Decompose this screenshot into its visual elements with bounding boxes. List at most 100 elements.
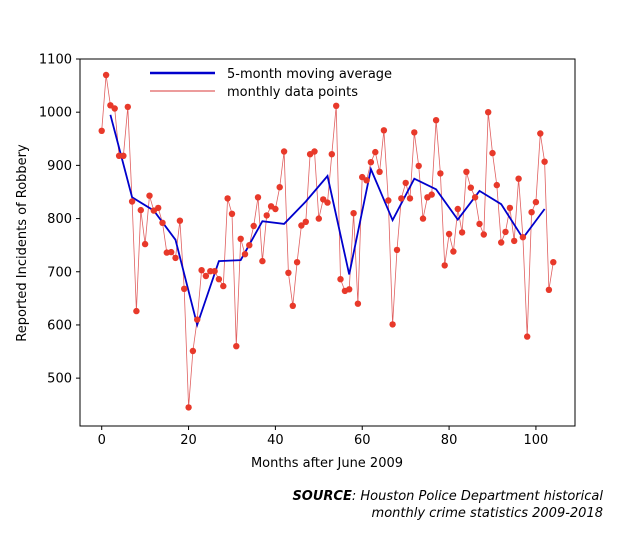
legend: 5-month moving average monthly data poin…: [150, 67, 392, 100]
data-point: [328, 151, 335, 158]
y-tick-label: 600: [47, 318, 72, 333]
x-axis-label: Months after June 2009: [251, 456, 403, 471]
data-point: [415, 162, 422, 170]
data-point: [411, 129, 418, 136]
data-point: [493, 181, 500, 189]
data-point: [346, 286, 353, 293]
data-point: [485, 109, 492, 116]
legend-label-monthly: monthly data points: [227, 85, 358, 100]
data-point: [463, 168, 470, 175]
data-point: [172, 254, 179, 262]
data-point: [276, 184, 283, 191]
data-point: [480, 231, 487, 238]
data-point: [406, 195, 414, 202]
data-point: [389, 321, 396, 328]
y-axis-label: Reported Incidents of Robbery: [15, 144, 30, 342]
data-point: [454, 205, 461, 213]
data-point: [441, 262, 448, 269]
data-point: [380, 127, 388, 134]
data-point: [385, 197, 392, 204]
data-point: [467, 184, 474, 191]
data-point: [506, 204, 514, 212]
data-point: [324, 199, 331, 206]
data-point: [128, 198, 136, 205]
legend-label-moving-average: 5-month moving average: [227, 67, 392, 82]
source-label: SOURCE: [292, 489, 352, 504]
data-point: [168, 248, 175, 256]
x-tick-label: 80: [441, 433, 458, 448]
data-point: [289, 302, 296, 309]
data-point: [137, 206, 144, 214]
data-point: [176, 217, 184, 224]
plot-area: [98, 71, 557, 411]
data-point: [124, 103, 131, 111]
data-point: [376, 168, 383, 175]
data-point: [419, 215, 427, 222]
source-note: SOURCE: Houston Police Department histor…: [292, 488, 603, 522]
data-point: [489, 149, 496, 157]
data-point: [545, 286, 553, 293]
data-point: [350, 210, 357, 217]
data-point: [524, 333, 531, 340]
data-point: [537, 130, 544, 137]
y-tick-label: 800: [47, 212, 72, 227]
data-point: [141, 240, 149, 248]
x-tick-label: 20: [180, 433, 197, 448]
data-point: [398, 195, 405, 202]
data-point: [194, 316, 201, 323]
data-point: [111, 105, 118, 112]
y-tick-label: 900: [47, 159, 72, 174]
x-tick-label: 100: [524, 433, 549, 448]
data-point: [367, 159, 375, 166]
data-point: [280, 148, 288, 155]
data-point: [337, 276, 344, 283]
data-point: [237, 235, 244, 242]
data-point: [372, 148, 379, 156]
data-point: [228, 210, 236, 217]
plot-frame: [79, 58, 576, 427]
x-tick-label: 40: [267, 433, 284, 448]
data-point: [298, 222, 305, 229]
source-line-1: SOURCE: Houston Police Department histor…: [292, 488, 603, 505]
data-point: [211, 268, 218, 275]
data-point: [550, 259, 557, 266]
data-point: [363, 177, 370, 184]
data-point: [202, 272, 210, 280]
data-point: [402, 179, 409, 187]
data-point: [120, 152, 127, 159]
source-text-2: monthly crime statistics 2009-2018: [371, 506, 603, 521]
data-point: [224, 195, 231, 202]
data-point: [233, 343, 240, 350]
data-point: [532, 198, 540, 206]
data-point: [189, 347, 197, 355]
data-point: [541, 158, 548, 165]
data-point: [241, 251, 249, 258]
data-point: [159, 219, 166, 226]
data-point: [359, 173, 366, 181]
x-axis: 0 20 40 60 80 100: [98, 426, 549, 448]
y-tick-label: 1100: [39, 53, 72, 68]
data-point: [502, 228, 509, 236]
data-point: [185, 404, 192, 411]
data-point: [458, 229, 466, 236]
data-point: [437, 170, 444, 177]
data-point: [302, 218, 309, 225]
data-point: [98, 127, 105, 134]
y-tick-label: 1000: [39, 106, 72, 121]
y-tick-label: 500: [47, 372, 72, 387]
data-point: [220, 282, 227, 290]
data-point: [428, 191, 435, 198]
data-point: [515, 175, 522, 182]
data-point: [393, 246, 401, 254]
data-point: [215, 276, 223, 283]
data-point: [354, 300, 362, 307]
data-point: [146, 192, 153, 199]
data-point: [511, 237, 518, 245]
y-axis: 500 600 700 800 900 1000 1100: [39, 53, 80, 387]
data-point: [133, 307, 140, 315]
series-line-monthly: [101, 74, 554, 408]
data-point: [246, 242, 253, 249]
data-point: [272, 205, 279, 213]
data-point: [311, 148, 318, 155]
